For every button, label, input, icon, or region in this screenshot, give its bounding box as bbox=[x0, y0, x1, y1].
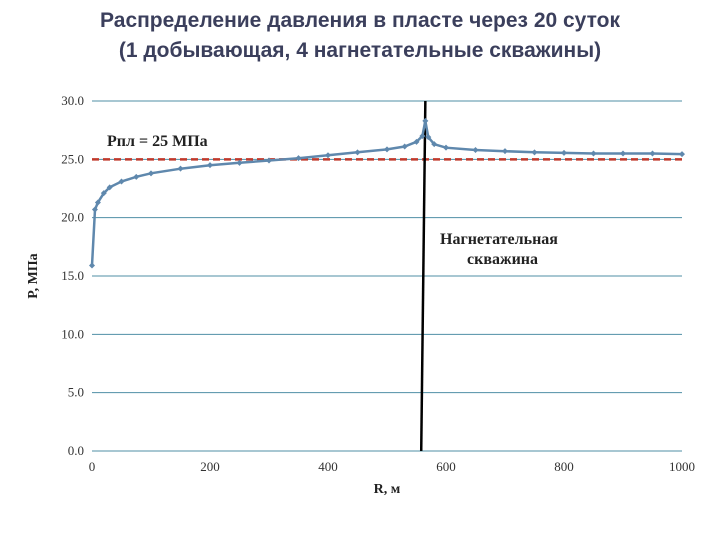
x-tick-label: 1000 bbox=[669, 459, 695, 474]
data-point-marker bbox=[425, 134, 432, 141]
data-point-marker bbox=[91, 206, 98, 213]
injection-well-line bbox=[419, 100, 427, 452]
x-tick-label: 200 bbox=[200, 459, 220, 474]
data-point-marker bbox=[100, 190, 107, 197]
data-point-marker bbox=[384, 146, 390, 153]
data-point-marker bbox=[620, 150, 626, 157]
data-point-marker bbox=[431, 141, 438, 148]
data-point-marker bbox=[266, 157, 272, 164]
y-tick-label: 5.0 bbox=[68, 385, 84, 400]
data-point-marker bbox=[207, 162, 213, 169]
chart-title-line-2: (1 добывающая, 4 нагнетательные скважины… bbox=[118, 39, 602, 62]
injection-well-label-line-1: Нагнетательная bbox=[440, 231, 558, 248]
data-point-marker bbox=[413, 138, 420, 145]
y-tick-label: 0.0 bbox=[68, 443, 84, 458]
data-point-marker bbox=[679, 151, 685, 158]
y-tick-label: 30.0 bbox=[61, 93, 84, 108]
x-tick-labels: 0 200 400 600 800 1000 bbox=[89, 459, 695, 474]
data-point-marker bbox=[133, 173, 140, 180]
pressure-series-markers bbox=[89, 117, 685, 269]
y-tick-labels: 0.0 5.0 10.0 15.0 20.0 25.0 30.0 bbox=[61, 93, 84, 458]
data-point-marker bbox=[561, 149, 567, 156]
data-point-marker bbox=[422, 117, 429, 124]
x-tick-label: 400 bbox=[318, 459, 338, 474]
data-point-marker bbox=[443, 144, 449, 151]
x-tick-label: 0 bbox=[89, 459, 96, 474]
chart-title-line-1: Распределение давления в пласте через 20… bbox=[100, 9, 620, 32]
injection-well-label-line-2: скважина bbox=[467, 251, 538, 268]
y-tick-label: 20.0 bbox=[61, 210, 84, 225]
reservoir-pressure-label: Рпл = 25 МПа bbox=[107, 133, 208, 150]
data-point-marker bbox=[148, 170, 154, 177]
data-point-marker bbox=[325, 152, 331, 159]
data-point-marker bbox=[295, 155, 302, 162]
data-point-marker bbox=[94, 199, 101, 206]
data-point-marker bbox=[419, 133, 426, 139]
x-tick-label: 800 bbox=[554, 459, 574, 474]
data-point-marker bbox=[531, 149, 538, 156]
data-point-marker bbox=[236, 159, 243, 166]
y-axis-title: P, МПа bbox=[26, 253, 41, 298]
data-point-marker bbox=[649, 150, 656, 157]
y-tick-label: 10.0 bbox=[61, 326, 84, 341]
data-point-marker bbox=[177, 165, 184, 172]
data-point-marker bbox=[472, 147, 479, 153]
x-axis-title: R, м bbox=[374, 482, 401, 497]
grid-lines bbox=[92, 100, 682, 452]
y-tick-label: 15.0 bbox=[61, 268, 84, 283]
data-point-marker bbox=[118, 178, 125, 185]
y-tick-label: 25.0 bbox=[61, 151, 84, 166]
data-point-marker bbox=[106, 184, 113, 191]
x-tick-label: 600 bbox=[436, 459, 456, 474]
data-point-marker bbox=[502, 148, 508, 155]
data-point-marker bbox=[354, 149, 361, 156]
data-point-marker bbox=[401, 143, 408, 150]
data-point-marker bbox=[590, 150, 597, 157]
data-point-marker bbox=[89, 262, 95, 269]
